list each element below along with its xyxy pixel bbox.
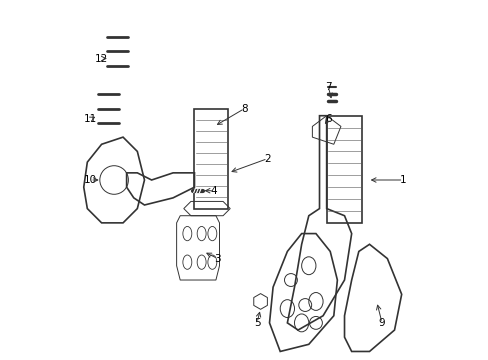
Text: 2: 2 <box>264 154 270 163</box>
Text: 1: 1 <box>399 175 406 185</box>
Text: 6: 6 <box>325 114 331 124</box>
Text: 12: 12 <box>95 54 108 64</box>
Text: 4: 4 <box>210 186 217 196</box>
Text: 5: 5 <box>253 318 260 328</box>
Text: 9: 9 <box>378 318 385 328</box>
Text: 8: 8 <box>241 104 247 113</box>
Text: 10: 10 <box>83 175 97 185</box>
Text: 11: 11 <box>83 114 97 124</box>
Text: 3: 3 <box>214 253 221 264</box>
Text: 7: 7 <box>325 82 331 92</box>
